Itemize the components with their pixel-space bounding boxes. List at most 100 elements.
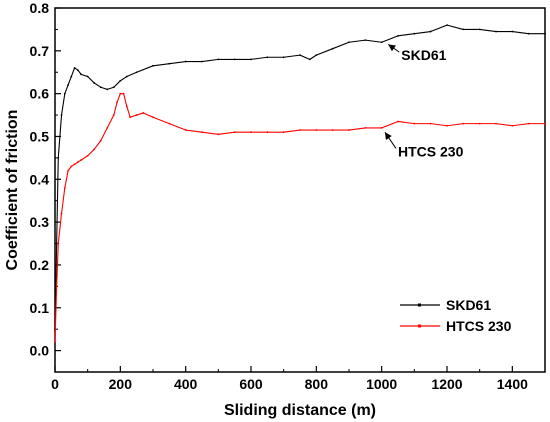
annotation-label-0: SKD61 bbox=[401, 47, 446, 63]
data-point-skd61 bbox=[511, 30, 514, 33]
data-point-htcs230 bbox=[348, 129, 350, 131]
data-point-skd61 bbox=[397, 34, 399, 37]
data-point-htcs230 bbox=[86, 154, 89, 157]
data-point-skd61 bbox=[299, 54, 301, 57]
x-tick-label-600: 600 bbox=[239, 376, 263, 392]
data-point-htcs230 bbox=[429, 122, 432, 125]
data-point-htcs230 bbox=[478, 122, 481, 125]
legend-marker-htcs230 bbox=[418, 324, 421, 328]
data-point-htcs230 bbox=[116, 101, 118, 104]
y-tick-label-0.6: 0.6 bbox=[30, 86, 50, 102]
data-point-htcs230 bbox=[282, 131, 285, 134]
data-point-htcs230 bbox=[80, 159, 83, 161]
annotation-arrowhead-1 bbox=[384, 132, 392, 140]
data-point-skd61 bbox=[282, 56, 285, 59]
x-tick-label-800: 800 bbox=[305, 376, 329, 392]
data-point-skd61 bbox=[201, 60, 203, 63]
data-point-skd61 bbox=[125, 75, 128, 78]
x-tick-label-1400: 1400 bbox=[497, 376, 528, 392]
x-tick-label-200: 200 bbox=[109, 376, 133, 392]
data-point-skd61 bbox=[135, 71, 138, 74]
data-point-htcs230 bbox=[99, 139, 102, 142]
data-point-htcs230 bbox=[60, 212, 63, 215]
data-point-skd61 bbox=[544, 32, 546, 35]
data-point-htcs230 bbox=[67, 169, 69, 172]
data-point-skd61 bbox=[348, 41, 350, 44]
data-point-htcs230 bbox=[142, 112, 145, 114]
data-point-htcs230 bbox=[233, 131, 236, 134]
data-point-skd61 bbox=[266, 56, 269, 59]
data-point-skd61 bbox=[527, 32, 530, 35]
data-point-htcs230 bbox=[266, 131, 269, 134]
data-point-htcs230 bbox=[217, 133, 220, 136]
data-point-skd61 bbox=[119, 79, 122, 82]
data-point-htcs230 bbox=[511, 124, 514, 127]
data-point-htcs230 bbox=[299, 129, 301, 131]
data-point-htcs230 bbox=[184, 129, 187, 131]
data-point-htcs230 bbox=[380, 127, 383, 129]
data-point-skd61 bbox=[380, 41, 383, 44]
data-point-skd61 bbox=[73, 67, 76, 69]
y-tick-label-0.1: 0.1 bbox=[30, 300, 50, 316]
data-point-htcs230 bbox=[168, 122, 171, 125]
data-point-skd61 bbox=[413, 32, 416, 35]
data-point-htcs230 bbox=[70, 165, 73, 168]
data-point-skd61 bbox=[67, 84, 69, 86]
plot-frame bbox=[54, 7, 546, 373]
legend: SKD61 HTCS 230 bbox=[400, 297, 512, 334]
data-point-skd61 bbox=[184, 60, 187, 63]
data-point-skd61 bbox=[80, 73, 83, 76]
data-point-htcs230 bbox=[446, 124, 448, 127]
data-point-htcs230 bbox=[112, 114, 115, 116]
y-tick-label-0.3: 0.3 bbox=[30, 214, 50, 230]
data-point-skd61 bbox=[99, 86, 102, 89]
data-point-htcs230 bbox=[76, 161, 79, 164]
y-tick-label-0.0: 0.0 bbox=[30, 343, 50, 359]
y-axis: 0.0 0.1 0.2 0.3 0.4 0.5 0.6 0.7 0.8 bbox=[30, 0, 61, 359]
data-point-skd61 bbox=[446, 24, 448, 27]
data-point-htcs230 bbox=[135, 114, 138, 116]
data-point-skd61 bbox=[308, 58, 311, 61]
annotation-arrowhead-0 bbox=[388, 44, 396, 52]
data-point-skd61 bbox=[106, 88, 109, 91]
x-tick-label-1200: 1200 bbox=[431, 376, 462, 392]
data-point-skd61 bbox=[93, 82, 96, 84]
y-axis-title: Coefficient of friction bbox=[4, 110, 21, 271]
data-point-htcs230 bbox=[63, 186, 66, 189]
data-point-skd61 bbox=[217, 58, 220, 61]
data-point-skd61 bbox=[364, 39, 367, 42]
data-point-skd61 bbox=[429, 30, 432, 33]
data-point-skd61 bbox=[55, 242, 58, 245]
data-point-skd61 bbox=[315, 54, 318, 57]
data-point-htcs230 bbox=[397, 120, 399, 123]
data-point-htcs230 bbox=[152, 116, 154, 119]
legend-label-htcs230: HTCS 230 bbox=[446, 318, 512, 334]
data-point-htcs230 bbox=[544, 122, 546, 125]
data-point-htcs230 bbox=[331, 129, 334, 131]
data-point-htcs230 bbox=[527, 122, 530, 125]
data-point-skd61 bbox=[152, 64, 154, 67]
data-point-skd61 bbox=[57, 156, 60, 159]
legend-label-skd61: SKD61 bbox=[446, 297, 491, 313]
data-point-skd61 bbox=[495, 30, 497, 33]
series-line-skd61 bbox=[54, 24, 545, 330]
data-point-skd61 bbox=[63, 92, 66, 95]
y-tick-label-0.7: 0.7 bbox=[30, 43, 50, 59]
series-layer bbox=[54, 24, 546, 343]
x-tick-label-0: 0 bbox=[51, 376, 59, 392]
data-point-skd61 bbox=[462, 28, 465, 31]
y-tick-label-0.2: 0.2 bbox=[30, 257, 50, 273]
legend-marker-skd61 bbox=[418, 303, 421, 307]
data-point-htcs230 bbox=[54, 341, 56, 343]
y-tick-label-0.5: 0.5 bbox=[30, 128, 50, 144]
annotation-label-1: HTCS 230 bbox=[398, 143, 464, 159]
data-point-htcs230 bbox=[93, 148, 96, 151]
data-point-skd61 bbox=[331, 47, 334, 50]
data-point-htcs230 bbox=[73, 163, 76, 166]
data-point-htcs230 bbox=[495, 122, 497, 125]
data-point-skd61 bbox=[478, 28, 481, 31]
annotation-layer: SKD61 HTCS 230 bbox=[384, 43, 464, 159]
data-point-htcs230 bbox=[201, 131, 203, 134]
data-point-skd61 bbox=[60, 114, 63, 116]
